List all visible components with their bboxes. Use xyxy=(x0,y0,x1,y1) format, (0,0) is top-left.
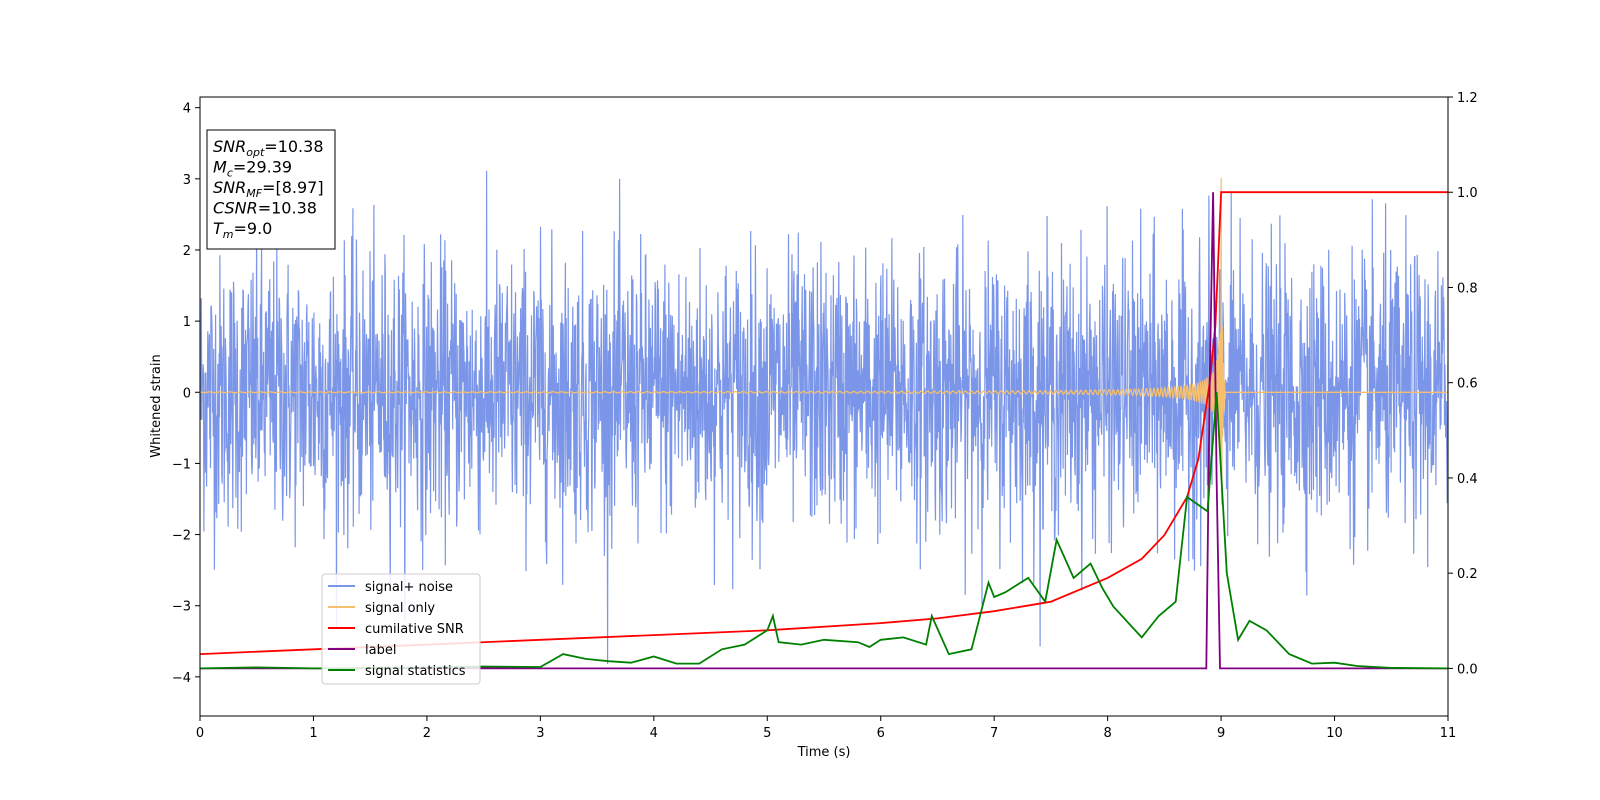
x-axis-label: Time (s) xyxy=(797,745,851,760)
ticks-layer: 0 1 2 3 4 5 6 7 8 9 10 1143210−1−2−3−41.21.00.80.60… xyxy=(172,91,1478,741)
x-tick-label: 2 xyxy=(423,726,431,741)
series-layer xyxy=(200,170,1448,670)
x-tick-label: 4 xyxy=(650,726,658,741)
series-signal-statistics xyxy=(200,392,1448,670)
annotation-line: SNRopt=10.38 xyxy=(213,137,324,159)
series-label xyxy=(200,192,1448,670)
legend-label: signal+ noise xyxy=(365,580,453,595)
x-tick-label: 8 xyxy=(1103,726,1111,741)
y2-tick-label: 0.2 xyxy=(1457,567,1478,582)
y2-tick-label: 0.4 xyxy=(1457,472,1478,487)
y2-tick-label: 0.8 xyxy=(1457,281,1478,296)
x-tick-label: 7 xyxy=(990,726,998,741)
y-tick-label: −2 xyxy=(172,529,191,544)
y-axis-label: Whitened strain xyxy=(149,354,164,457)
legend-label: signal only xyxy=(365,601,435,616)
y-tick-label: 1 xyxy=(183,315,191,330)
y2-tick-label: 1.0 xyxy=(1457,186,1478,201)
x-tick-label: 0 xyxy=(196,726,204,741)
y-tick-label: −4 xyxy=(172,671,191,686)
legend-frame xyxy=(321,573,481,685)
x-tick-label: 11 xyxy=(1440,726,1457,741)
legend-label: signal statistics xyxy=(365,664,466,679)
y2-tick-label: 0.6 xyxy=(1457,377,1478,392)
annotation-line: Mc=29.39 xyxy=(213,158,292,180)
annotation-line: Tm=9.0 xyxy=(213,219,272,241)
y-tick-label: −1 xyxy=(172,457,191,472)
annotation-line: SNRMF=[8.97] xyxy=(213,178,324,200)
y-tick-label: 2 xyxy=(183,244,191,259)
y-tick-label: 0 xyxy=(183,386,191,401)
annotation-line: CSNR=10.38 xyxy=(213,199,317,218)
y-tick-label: 3 xyxy=(183,173,191,188)
y2-tick-label: 1.2 xyxy=(1457,91,1478,106)
legend: signal+ noise signal only cumilative SNR la… xyxy=(321,573,481,685)
legend-label: cumilative SNR xyxy=(365,622,464,637)
annotation-box: SNRopt=10.38Mc=29.39SNRMF=[8.97]CSNR=10.… xyxy=(206,129,336,250)
series-signal-only xyxy=(200,178,1448,505)
x-tick-label: 6 xyxy=(877,726,885,741)
x-tick-label: 9 xyxy=(1217,726,1225,741)
x-tick-label: 5 xyxy=(763,726,771,741)
x-tick-label: 10 xyxy=(1326,726,1343,741)
x-tick-label: 1 xyxy=(309,726,317,741)
annotation-frame xyxy=(206,129,336,250)
y-tick-label: −3 xyxy=(172,600,191,615)
y2-tick-label: 0.0 xyxy=(1457,662,1478,677)
legend-label: label xyxy=(365,643,396,658)
y-tick-label: 4 xyxy=(183,102,191,117)
plot-frame xyxy=(199,96,1449,717)
x-tick-label: 3 xyxy=(536,726,544,741)
series-signal-noise xyxy=(200,170,1448,665)
